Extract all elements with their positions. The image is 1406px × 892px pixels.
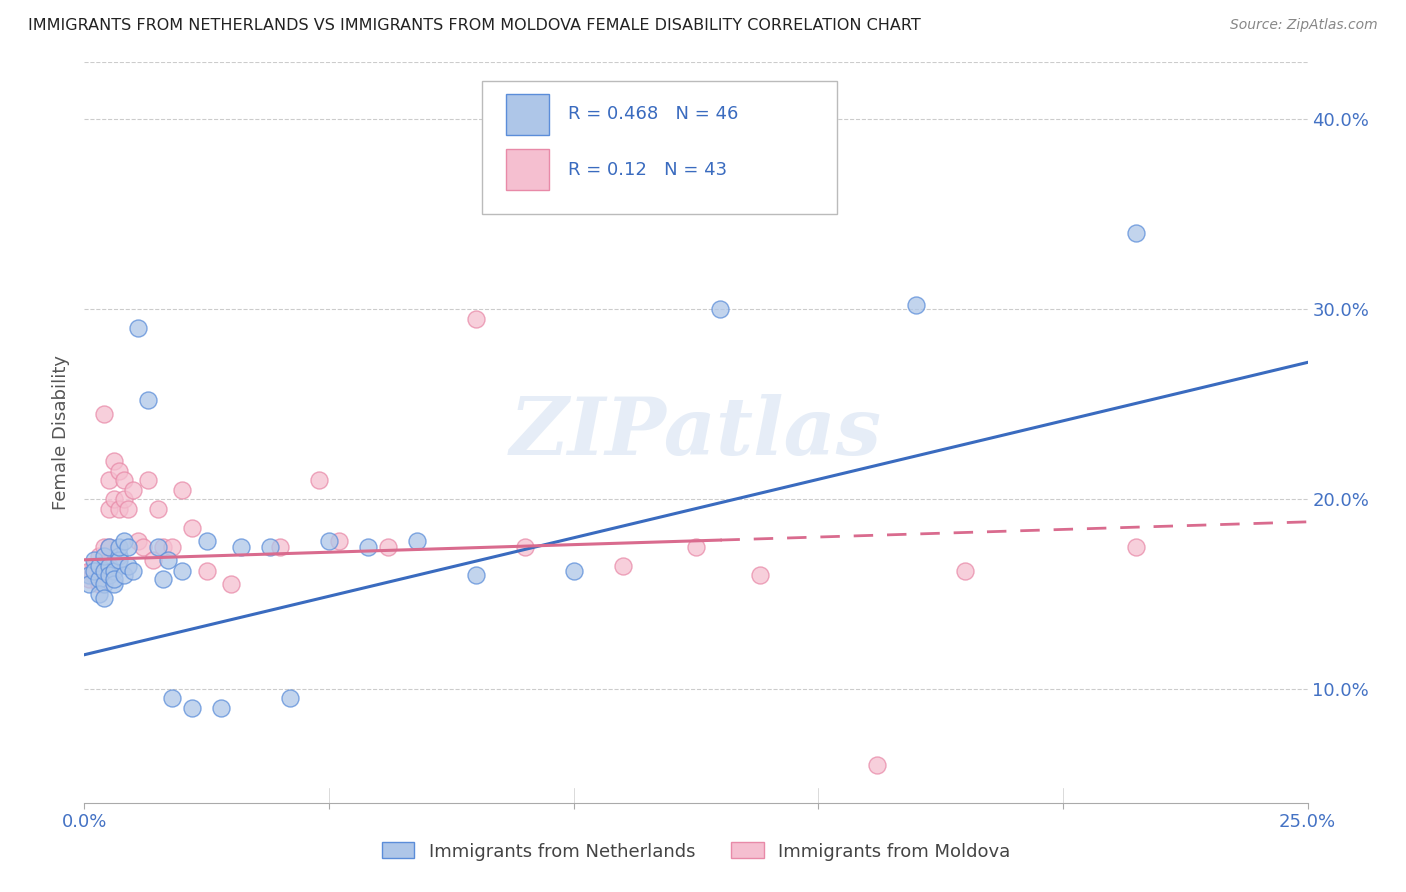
Point <box>308 473 330 487</box>
Point <box>1125 227 1147 241</box>
Point <box>107 501 129 516</box>
Point <box>83 564 105 578</box>
Point <box>112 568 135 582</box>
Point <box>103 564 125 578</box>
Point <box>278 691 301 706</box>
Point <box>107 553 129 567</box>
Point <box>112 473 135 487</box>
Point <box>117 540 139 554</box>
Point <box>122 483 145 497</box>
Point <box>685 540 707 554</box>
Point <box>87 577 110 591</box>
Point <box>162 540 184 554</box>
Point <box>97 540 120 554</box>
Point <box>112 491 135 506</box>
Point <box>127 533 149 548</box>
Point <box>83 558 105 573</box>
Point <box>107 464 129 478</box>
Point <box>77 568 100 582</box>
Point <box>83 553 105 567</box>
Point <box>318 533 340 548</box>
Point <box>122 564 145 578</box>
Point <box>127 321 149 335</box>
Text: R = 0.468   N = 46: R = 0.468 N = 46 <box>568 105 738 123</box>
Bar <box>506 150 550 190</box>
Point <box>612 558 634 573</box>
Text: R = 0.12   N = 43: R = 0.12 N = 43 <box>568 161 727 178</box>
Point <box>87 549 110 563</box>
Point <box>181 701 204 715</box>
Point <box>136 393 159 408</box>
Point <box>77 572 100 586</box>
Point <box>77 577 100 591</box>
Point <box>172 564 194 578</box>
Point <box>748 568 770 582</box>
Point <box>132 540 155 554</box>
Point <box>93 549 115 563</box>
Point <box>464 311 486 326</box>
Point <box>107 549 129 563</box>
Point <box>1125 540 1147 554</box>
Point <box>152 572 174 586</box>
Text: ZIPatlas: ZIPatlas <box>510 394 882 471</box>
Point <box>77 564 100 578</box>
Point <box>103 572 125 586</box>
Point <box>513 540 536 554</box>
Point <box>117 558 139 573</box>
Point <box>87 587 110 601</box>
Point <box>195 533 218 548</box>
Point <box>103 491 125 506</box>
Point <box>172 483 194 497</box>
Point <box>866 757 889 772</box>
Point <box>146 540 169 554</box>
Point <box>93 591 115 605</box>
Y-axis label: Female Disability: Female Disability <box>52 355 70 510</box>
Point <box>103 454 125 468</box>
Point <box>103 577 125 591</box>
Point <box>97 558 120 573</box>
Point <box>709 302 731 317</box>
Point <box>905 298 928 312</box>
Point <box>464 568 486 582</box>
Point <box>357 540 380 554</box>
Point <box>152 540 174 554</box>
Legend: Immigrants from Netherlands, Immigrants from Moldova: Immigrants from Netherlands, Immigrants … <box>374 835 1018 868</box>
Point <box>97 473 120 487</box>
Point <box>406 533 429 548</box>
Point <box>181 520 204 534</box>
Point <box>93 564 115 578</box>
Point <box>107 540 129 554</box>
FancyBboxPatch shape <box>482 81 837 214</box>
Point <box>136 473 159 487</box>
Point <box>156 553 179 567</box>
Point <box>93 407 115 421</box>
Point <box>87 572 110 586</box>
Point <box>269 540 291 554</box>
Point <box>142 553 165 567</box>
Point <box>83 568 105 582</box>
Point <box>112 533 135 548</box>
Point <box>93 564 115 578</box>
Point <box>377 540 399 554</box>
Point <box>97 501 120 516</box>
Point <box>93 540 115 554</box>
Point <box>219 577 242 591</box>
Point <box>328 533 350 548</box>
Text: Source: ZipAtlas.com: Source: ZipAtlas.com <box>1230 18 1378 32</box>
Point <box>953 564 976 578</box>
Point <box>117 501 139 516</box>
Point <box>562 564 585 578</box>
Point <box>229 540 252 554</box>
Point <box>97 568 120 582</box>
Point <box>195 564 218 578</box>
Point <box>259 540 281 554</box>
Point <box>162 691 184 706</box>
Point <box>146 501 169 516</box>
Point <box>93 577 115 591</box>
Point <box>87 558 110 573</box>
Bar <box>506 94 550 135</box>
Point <box>209 701 232 715</box>
Point <box>97 540 120 554</box>
Text: IMMIGRANTS FROM NETHERLANDS VS IMMIGRANTS FROM MOLDOVA FEMALE DISABILITY CORRELA: IMMIGRANTS FROM NETHERLANDS VS IMMIGRANT… <box>28 18 921 33</box>
